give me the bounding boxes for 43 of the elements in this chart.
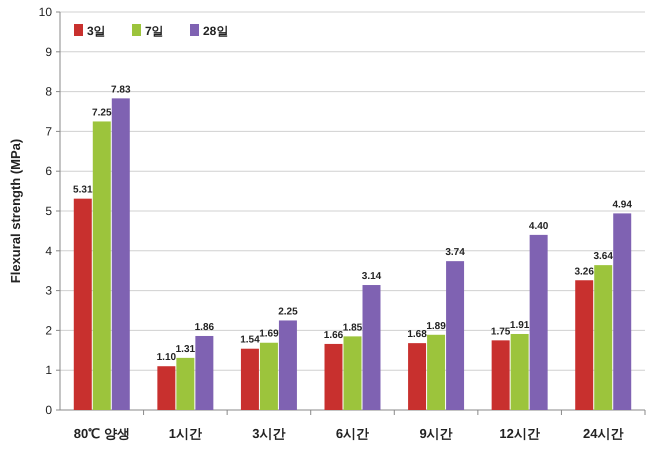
data-label: 1.85 <box>342 322 363 334</box>
x-tick-label: 80℃ 양생 <box>74 426 130 441</box>
data-label: 1.66 <box>324 330 344 341</box>
data-label: 3.14 <box>362 271 382 282</box>
x-tick-label: 6시간 <box>336 426 370 441</box>
y-axis-title: Flexural strength (MPa) <box>8 138 23 284</box>
data-label: 1.75 <box>490 326 511 338</box>
y-tick-label: 7 <box>45 124 52 138</box>
data-label: 1.69 <box>259 328 280 340</box>
data-label: 1.10 <box>156 352 177 364</box>
data-label: 4.40 <box>528 220 549 232</box>
data-label: 1.54 <box>240 334 260 346</box>
x-tick-label: 1시간 <box>168 426 202 441</box>
data-label: 1.89 <box>426 320 446 332</box>
data-label: 1.31 <box>176 344 196 355</box>
y-tick-label: 1 <box>45 363 52 378</box>
legend-label: 7일 <box>145 24 164 38</box>
y-tick-label: 2 <box>45 323 52 338</box>
x-tick-label: 9시간 <box>419 426 453 441</box>
data-label: 5.31 <box>73 184 93 196</box>
y-tick-label: 10 <box>38 5 52 19</box>
data-label: 3.64 <box>593 251 614 262</box>
data-label: 1.91 <box>510 320 530 331</box>
y-tick-label: 8 <box>45 84 52 99</box>
x-tick-label: 12시간 <box>499 426 540 441</box>
legend-label: 28일 <box>203 24 228 38</box>
data-label: 3.74 <box>445 247 466 258</box>
y-tick-label: 6 <box>45 164 52 178</box>
data-label: 1.68 <box>407 329 428 340</box>
legend-label: 3일 <box>87 24 106 38</box>
x-tick-label: 24시간 <box>582 426 624 441</box>
y-tick-label: 4 <box>45 244 52 258</box>
y-tick-label: 0 <box>45 403 52 417</box>
data-label: 3.26 <box>574 266 594 278</box>
y-tick-label: 3 <box>45 284 52 298</box>
data-label: 1.86 <box>194 322 215 333</box>
x-tick-label: 3시간 <box>252 426 286 441</box>
data-label: 7.25 <box>92 107 112 118</box>
y-tick-label: 9 <box>45 44 52 59</box>
data-label: 2.25 <box>278 306 298 318</box>
data-label: 7.83 <box>111 84 131 96</box>
data-label: 4.94 <box>612 199 632 210</box>
y-tick-label: 5 <box>45 204 52 218</box>
